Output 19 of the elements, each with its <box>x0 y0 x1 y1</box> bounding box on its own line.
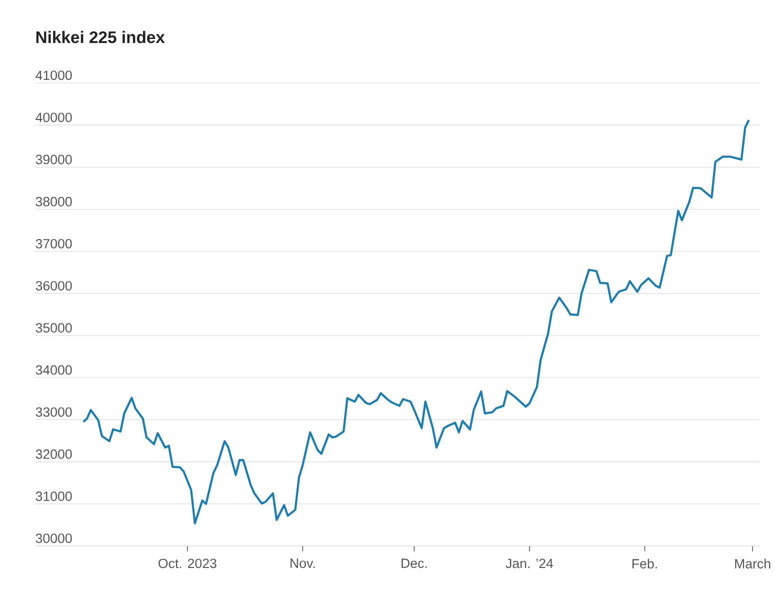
y-tick-label: 36000 <box>36 281 72 290</box>
x-tick-label: Oct. 2023 <box>158 558 216 568</box>
y-tick-label: 41000 <box>36 70 72 80</box>
x-tick-label: March <box>735 558 770 568</box>
y-tick-label: 34000 <box>36 365 72 375</box>
y-tick-label: 31000 <box>36 492 72 501</box>
chart-title: Nikkei 225 index <box>36 30 165 44</box>
x-tick-label: Jan. ’24 <box>506 558 554 568</box>
y-tick-label: 35000 <box>36 323 72 333</box>
y-tick-label: 37000 <box>36 238 72 248</box>
x-tick-label: Feb. <box>632 558 657 568</box>
y-tick-label: 39000 <box>36 154 72 164</box>
x-tick-label: Dec. <box>402 558 427 568</box>
y-tick-label: 38000 <box>36 196 72 206</box>
y-tick-label: 30000 <box>36 534 72 544</box>
y-tick-label: 40000 <box>36 112 72 122</box>
x-tick-label: Nov. <box>290 558 315 568</box>
y-tick-label: 33000 <box>36 407 72 417</box>
y-tick-label: 32000 <box>36 449 72 459</box>
